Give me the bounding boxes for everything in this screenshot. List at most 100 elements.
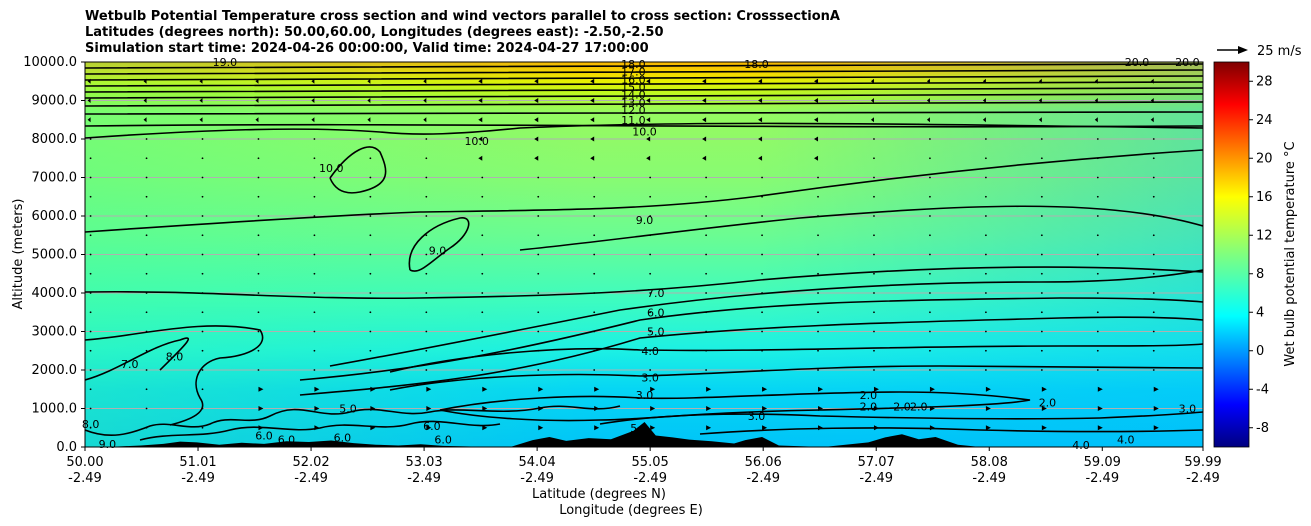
x-tick-label-lon: -2.49 [520,471,554,486]
wind-vector [537,272,540,275]
wind-vector [1152,138,1155,140]
wind-vector [201,292,204,294]
wind-vector [201,272,204,275]
wind-vector [425,253,428,256]
wind-vector [873,425,879,431]
wind-vector [423,98,427,103]
wind-vector [89,426,92,429]
wind-vector [145,292,148,294]
wind-vector [1038,98,1042,103]
wind-vector [873,330,875,333]
wind-vector [702,136,707,142]
wind-vector [985,425,991,431]
wind-vector [258,406,264,411]
wind-vector [758,78,763,84]
wind-vector [369,272,372,275]
wind-vector [984,330,987,333]
wind-vector [984,349,987,352]
wind-vector [705,195,708,198]
wind-vector [1096,369,1099,371]
wind-vector [537,234,540,237]
wind-vector [873,349,875,352]
wind-vector [478,117,483,123]
colorbar-tick-label: 24 [1256,113,1273,128]
contour-label: 5.0 [647,326,665,339]
wind-vector [1152,311,1155,314]
wind-vector [984,272,987,275]
contour-label: 10.0 [319,162,344,175]
wind-vector [929,157,931,160]
x-tick-label-lon: -2.49 [1186,471,1220,486]
contour-label: 3.0 [1179,403,1197,416]
wind-vector [367,78,371,84]
wind-vector [537,292,540,294]
wind-vector [982,117,986,123]
wind-vector [929,369,931,371]
wind-vector [313,369,316,371]
y-axis: 0.0 1000.0 2000.0 3000.0 4000.0 5000.0 6000.0 7… [23,55,85,455]
wind-vector [311,117,315,123]
wind-vector [534,155,539,161]
wind-vector [649,330,652,333]
wind-vector [705,369,708,371]
wind-vector [1040,292,1043,294]
wind-vector [1096,330,1099,333]
wind-vector [201,253,204,256]
wind-vector [143,78,147,84]
wind-vector [425,157,428,160]
contour-line [329,146,387,194]
wind-vector [649,234,652,237]
x-tick-label-lon: -2.49 [746,471,780,486]
wind-vector [590,155,595,161]
x-tick-label-lon: -2.49 [1085,471,1119,486]
contour-label: 3.0 [748,410,766,423]
wind-vector [706,425,712,431]
contour-label: 6.0 [334,431,352,444]
wind-vector [814,136,819,142]
x-axis-label-2: Longitude (degrees E) [559,503,703,518]
wind-vector [761,349,763,352]
wind-vector [926,98,930,103]
y-tick-label: 8000.0 [32,132,78,147]
wind-vector [537,253,540,256]
y-tick-label: 7000.0 [32,171,78,186]
contour-label: 2.0 [1039,397,1057,410]
wind-vector [1040,195,1043,198]
wind-vector [984,138,987,140]
wind-vector [478,155,483,161]
wind-vector [369,369,372,371]
wind-vector [201,157,204,160]
contour-line [519,205,1203,251]
wind-vector [1040,215,1043,217]
contour-label: 4.0 [1117,433,1135,446]
wind-vector [537,330,540,333]
wind-vector [89,234,92,237]
wind-vector [873,138,875,140]
wind-vector [706,406,712,411]
wind-vector [929,349,931,352]
wind-vector [201,176,204,179]
contour-label: 18.0 [621,58,646,71]
contour-line [85,149,1203,233]
wind-vector [425,138,428,140]
wind-vector [478,78,483,84]
wind-vector [89,349,92,352]
contour-label: 4.0 [1072,439,1090,452]
x-tick-label-lat: 54.04 [519,455,556,470]
wind-vector [705,215,708,217]
wind-vector [145,195,148,198]
wind-vector [537,311,540,314]
wind-vector [705,253,708,256]
wind-vector [370,406,376,411]
wind-vector [145,349,148,352]
wind-vector [255,78,259,84]
wind-vector [870,117,874,123]
colorbar-tick-label: -4 [1256,382,1269,397]
wind-vector [761,272,763,275]
wind-vector [873,292,875,294]
wind-vector [982,98,986,103]
wind-vector [984,369,987,371]
wind-vector [89,292,92,294]
wind-vector [873,406,879,411]
wind-vector [369,138,372,140]
